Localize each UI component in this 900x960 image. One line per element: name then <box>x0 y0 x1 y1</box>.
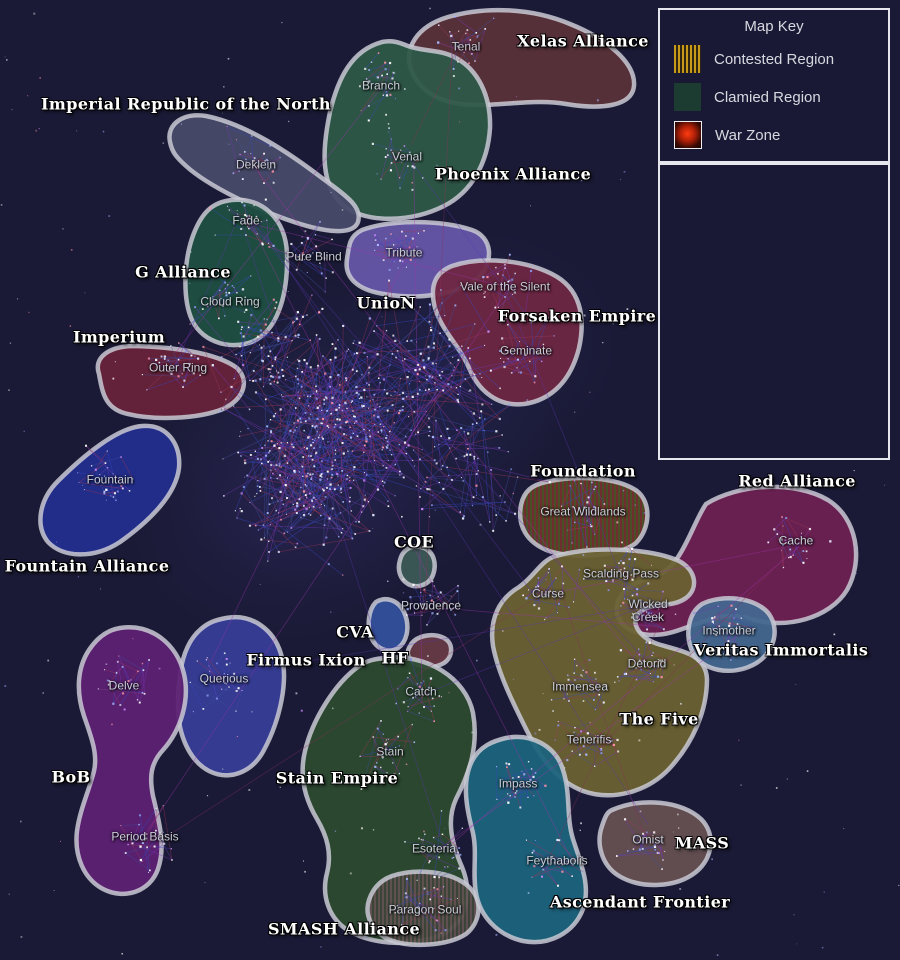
territory-forsaken-empire <box>430 258 584 407</box>
key-item-claimed: Clamied Region <box>674 83 874 111</box>
territory-veritas-immortalis <box>686 596 777 674</box>
war-zone-swatch-icon <box>674 121 702 149</box>
territory-phoenix <box>322 38 493 221</box>
claimed-region-swatch-icon <box>674 83 701 111</box>
territory-imperium <box>95 343 247 421</box>
territory-bob <box>74 625 189 897</box>
territory-imperial-republic <box>167 112 361 234</box>
key-item-warzone: War Zone <box>674 121 874 149</box>
territory-ascendant-frontier <box>463 734 589 945</box>
map-key-panel: Map Key Contested Region Clamied Region … <box>658 8 890 163</box>
map-key-title: Map Key <box>744 18 804 35</box>
contested-region-swatch-icon <box>674 45 701 73</box>
map-key-extension-panel <box>658 163 890 460</box>
territory-g-alliance <box>183 197 290 348</box>
territory-coe <box>396 544 437 589</box>
key-item-contested: Contested Region <box>674 45 874 73</box>
key-item-label: War Zone <box>715 126 781 144</box>
territory-cva <box>366 597 410 653</box>
key-item-label: Clamied Region <box>714 88 821 106</box>
territory-the-five <box>489 547 710 798</box>
territory-firmus-ixion <box>175 614 287 778</box>
key-item-label: Contested Region <box>714 50 835 68</box>
